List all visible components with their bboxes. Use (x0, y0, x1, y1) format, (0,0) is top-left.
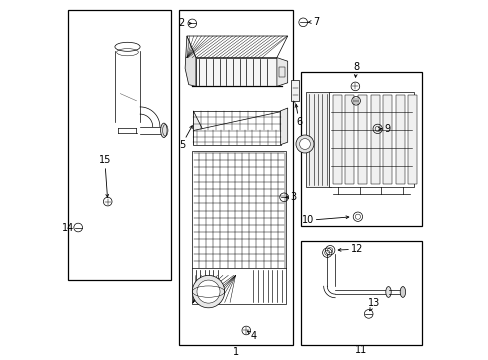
Polygon shape (193, 111, 280, 145)
Text: 1: 1 (233, 347, 239, 357)
Polygon shape (276, 58, 287, 86)
Circle shape (299, 139, 310, 149)
Bar (370, 95, 379, 184)
Polygon shape (328, 92, 413, 187)
Circle shape (197, 280, 220, 303)
Text: 7: 7 (313, 17, 319, 27)
Ellipse shape (160, 123, 167, 138)
Polygon shape (193, 111, 280, 130)
Polygon shape (193, 111, 203, 145)
Text: 13: 13 (367, 298, 380, 308)
Polygon shape (192, 151, 285, 304)
Text: 9: 9 (383, 124, 389, 134)
Polygon shape (196, 58, 276, 86)
Circle shape (192, 275, 224, 308)
Text: 8: 8 (352, 62, 358, 72)
Bar (382, 95, 391, 184)
Text: 4: 4 (250, 330, 256, 341)
Polygon shape (185, 36, 196, 86)
Polygon shape (306, 92, 330, 187)
Circle shape (295, 135, 313, 153)
Bar (395, 95, 404, 184)
Bar (301, 72, 421, 226)
Text: 12: 12 (350, 244, 362, 254)
Ellipse shape (399, 287, 405, 297)
Bar (301, 241, 421, 345)
Ellipse shape (385, 287, 390, 297)
Text: 14: 14 (62, 222, 74, 233)
Bar (291, 80, 299, 101)
Text: 5: 5 (179, 140, 184, 150)
Polygon shape (186, 36, 287, 58)
Text: 6: 6 (296, 117, 302, 127)
Text: 3: 3 (289, 192, 296, 202)
Bar (278, 67, 285, 77)
Bar (68, 10, 170, 280)
Polygon shape (280, 108, 287, 145)
Bar (332, 95, 341, 184)
Bar (345, 95, 354, 184)
Text: 15: 15 (99, 155, 111, 165)
Text: 11: 11 (355, 345, 367, 355)
Bar (357, 95, 366, 184)
Bar (407, 95, 416, 184)
Bar (179, 10, 293, 345)
Text: 10: 10 (301, 215, 313, 225)
Text: 2: 2 (178, 18, 184, 28)
